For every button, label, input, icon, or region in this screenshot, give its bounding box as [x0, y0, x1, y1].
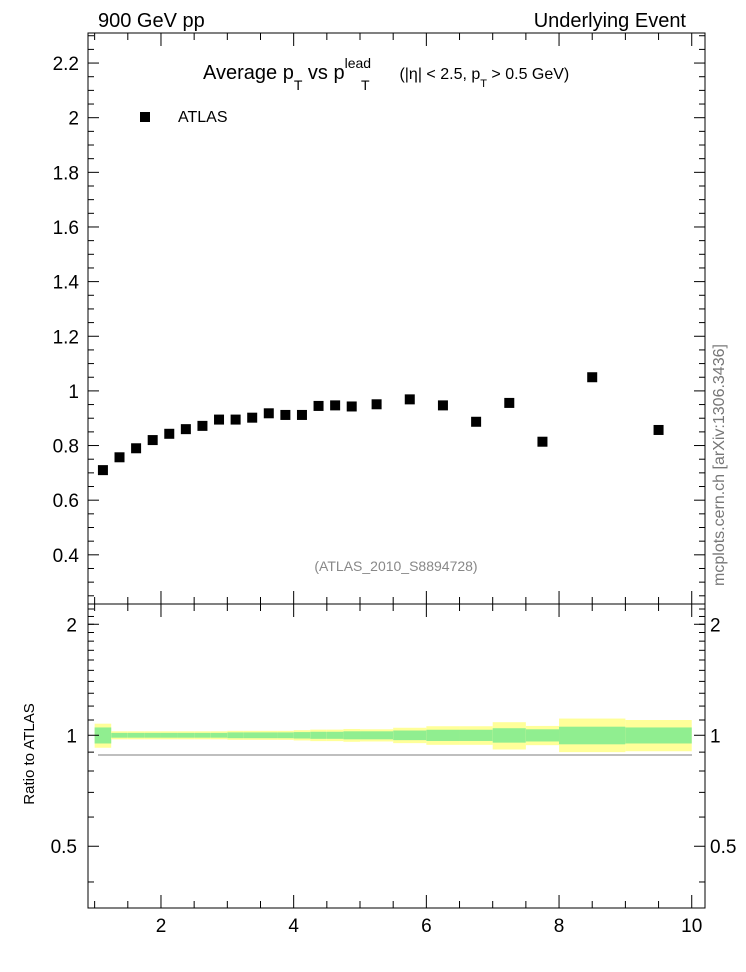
ratio-y-tick-label: 2	[66, 615, 77, 636]
title-part-d: lead	[345, 55, 371, 71]
data-point	[280, 409, 291, 420]
data-point	[164, 428, 175, 439]
data-points	[97, 372, 664, 476]
data-point	[197, 420, 208, 431]
title-part-c: vs p	[302, 62, 344, 84]
main-x-axis	[94, 33, 693, 604]
ratio-y-axis: 0.5 0.5 1 1 2 2	[51, 608, 736, 883]
data-point	[147, 435, 158, 446]
ratio-y-tick-label-right: 2	[710, 615, 721, 636]
data-point	[371, 399, 382, 410]
stat-uncertainty-band	[393, 730, 427, 741]
stat-uncertainty-band	[127, 732, 145, 738]
stat-uncertainty-band	[194, 732, 211, 738]
stat-uncertainty-band	[111, 732, 128, 738]
title-part-h: > 0.5 GeV)	[487, 66, 569, 83]
data-point	[247, 412, 258, 423]
stat-uncertainty-band	[243, 732, 261, 739]
ratio-y-label: Ratio to ATLAS	[21, 703, 38, 804]
data-point	[330, 400, 341, 411]
main-y-axis: 0.4 0.6 0.8 1 1.2 1.4 1.6 1.8 2 2.2	[53, 35, 705, 597]
data-point	[346, 401, 357, 412]
ratio-y-tick-label-right: 1	[710, 726, 721, 747]
data-point	[131, 443, 142, 454]
ratio-x-axis: 2 4 6 8 10	[94, 604, 702, 937]
stat-uncertainty-band	[293, 732, 311, 739]
stat-uncertainty-band	[210, 732, 228, 738]
stat-uncertainty-band	[492, 728, 526, 743]
data-point	[437, 400, 448, 411]
stat-uncertainty-band	[277, 732, 294, 739]
legend-label: ATLAS	[178, 109, 228, 126]
y-tick-label: 1.4	[53, 273, 80, 294]
stat-uncertainty-band	[525, 729, 560, 742]
chart-title: Average pT vs plead T (|η| < 2.5, pT > 0.…	[203, 55, 569, 93]
stat-uncertainty-band	[625, 727, 692, 744]
data-point	[97, 465, 108, 476]
ratio-y-tick-label: 0.5	[51, 837, 77, 858]
stat-uncertainty-band	[260, 732, 278, 739]
watermark: mcplots.cern.ch [arXiv:1306.3436]	[711, 344, 728, 586]
y-tick-label: 1.6	[53, 218, 79, 239]
data-point	[471, 416, 482, 427]
y-tick-label: 1.2	[53, 327, 79, 348]
y-tick-label: 0.6	[53, 491, 79, 512]
ratio-bands	[94, 718, 692, 753]
header-right: Underlying Event	[534, 10, 687, 32]
y-tick-label: 2	[68, 109, 79, 130]
ratio-y-tick-label-right: 0.5	[710, 837, 736, 858]
x-tick-label: 6	[421, 916, 432, 937]
stat-uncertainty-band	[426, 729, 460, 741]
stat-uncertainty-band	[227, 732, 244, 739]
x-tick-label: 10	[681, 916, 702, 937]
ratio-y-tick-label: 1	[66, 726, 77, 747]
data-point	[404, 394, 415, 405]
title-part-g: T	[480, 78, 487, 90]
title-part-e: T	[361, 77, 370, 93]
data-point	[230, 414, 241, 425]
legend-marker	[140, 112, 150, 122]
ratio-plot-frame	[87, 603, 706, 909]
y-tick-label: 1	[68, 382, 79, 403]
title-part-a: Average p	[203, 62, 294, 84]
stat-uncertainty-band	[144, 732, 161, 738]
stat-uncertainty-band	[310, 731, 327, 739]
data-point	[504, 397, 515, 408]
data-point	[537, 436, 548, 447]
stat-uncertainty-band	[160, 732, 178, 738]
data-point	[587, 372, 598, 383]
stat-uncertainty-band	[343, 731, 361, 740]
header-left: 900 GeV pp	[98, 10, 205, 32]
x-tick-label: 8	[554, 916, 565, 937]
y-tick-label: 1.8	[53, 163, 79, 184]
data-point	[114, 452, 125, 463]
stat-uncertainty-band	[177, 732, 195, 738]
data-point	[653, 424, 664, 435]
analysis-annotation: (ATLAS_2010_S8894728)	[314, 558, 477, 574]
y-tick-label: 0.4	[53, 546, 80, 567]
y-tick-label: 0.8	[53, 437, 79, 458]
data-point	[214, 414, 225, 425]
data-point	[263, 408, 274, 419]
title-part-b: T	[294, 77, 303, 93]
x-tick-label: 4	[288, 916, 299, 937]
stat-uncertainty-band	[459, 729, 493, 741]
data-point	[180, 424, 191, 435]
data-point	[296, 409, 307, 420]
stat-uncertainty-band	[94, 727, 112, 744]
title-part-f: (|η| < 2.5, p	[395, 66, 480, 83]
stat-uncertainty-band	[360, 731, 394, 740]
x-tick-label: 2	[156, 916, 167, 937]
data-point	[313, 400, 324, 411]
stat-uncertainty-band	[326, 731, 344, 739]
y-tick-label: 2.2	[53, 54, 79, 75]
stat-uncertainty-band	[559, 726, 626, 745]
